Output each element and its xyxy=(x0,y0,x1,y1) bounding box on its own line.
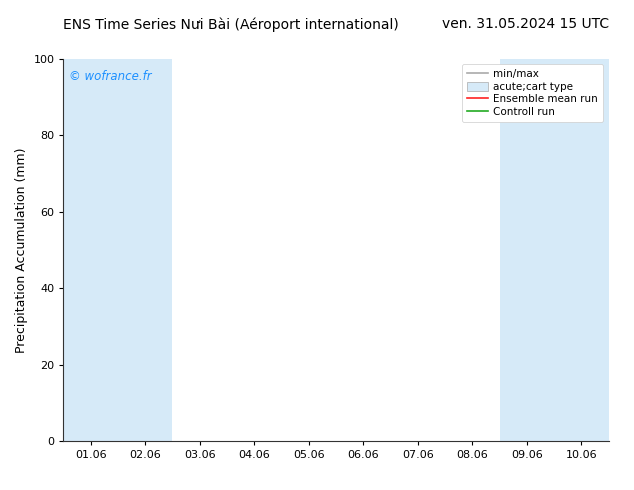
Text: ENS Time Series Nưi Bài (Aéroport international): ENS Time Series Nưi Bài (Aéroport intern… xyxy=(63,17,399,32)
Text: ven. 31.05.2024 15 UTC: ven. 31.05.2024 15 UTC xyxy=(441,17,609,31)
Legend: min/max, acute;cart type, Ensemble mean run, Controll run: min/max, acute;cart type, Ensemble mean … xyxy=(462,64,604,122)
Bar xyxy=(554,59,609,441)
Y-axis label: Precipitation Accumulation (mm): Precipitation Accumulation (mm) xyxy=(15,147,28,353)
Bar xyxy=(118,59,172,441)
Bar xyxy=(63,59,118,441)
Bar xyxy=(500,59,554,441)
Text: © wofrance.fr: © wofrance.fr xyxy=(69,70,152,83)
